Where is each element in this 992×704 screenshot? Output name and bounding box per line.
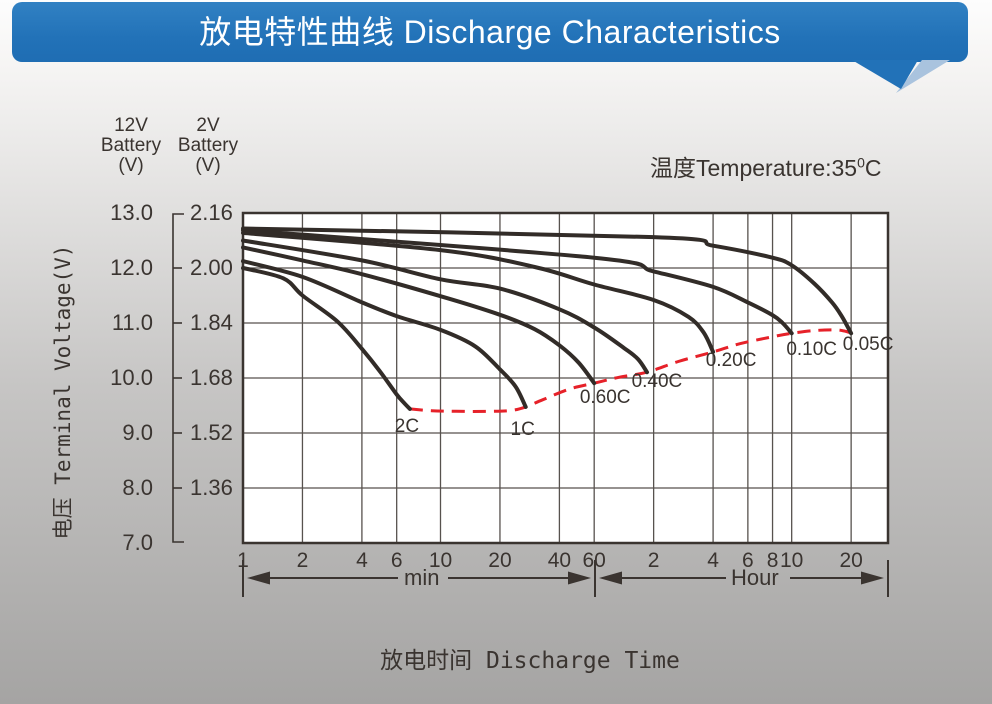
y-tick-2v: 1.68 xyxy=(190,365,233,390)
x-tick-min: 40 xyxy=(547,549,572,572)
y-tick-12v: 13.0 xyxy=(110,200,153,225)
discharge-curve-1C xyxy=(241,259,528,409)
discharge-curve-0.05C xyxy=(241,226,854,336)
temperature-degree-sup: 0 xyxy=(857,154,865,171)
y-axis-2v-header-line: Battery xyxy=(177,135,239,156)
y-tick-2v: 1.84 xyxy=(190,310,233,335)
x-tick-hour: 8 xyxy=(766,549,779,572)
y-axis-2v-header-line: (V) xyxy=(195,155,221,176)
y-axis-12v-header-line: (V) xyxy=(118,155,144,176)
y-axis-12v-header-line: 12V xyxy=(114,115,148,136)
curve-label-0.05C: 0.05C xyxy=(842,334,894,356)
x-tick-hour: 2 xyxy=(647,549,660,572)
x-tick-min: 20 xyxy=(488,549,512,572)
header-banner: 放电特性曲线 Discharge Characteristics xyxy=(12,2,968,62)
curve-label-0.10C: 0.10C xyxy=(786,339,838,361)
x-tick-hour: 10 xyxy=(779,549,804,572)
x-tick-min: 1 xyxy=(237,549,249,572)
y-tick-12v: 12.0 xyxy=(110,255,153,280)
discharge-curve-2C xyxy=(241,266,412,411)
x-tick-min: 2 xyxy=(296,549,309,572)
y-tick-2v: 1.36 xyxy=(190,475,233,500)
y-axis-2v-header: 2V Battery (V) xyxy=(173,116,243,176)
x-tick-min: 60 xyxy=(582,549,606,572)
x-axis-unit-hour: Hour xyxy=(731,565,779,590)
temperature-annotation: 温度Temperature:350C xyxy=(650,149,882,183)
curve-label-1C: 1C xyxy=(510,418,535,440)
x-axis-unit-min: min xyxy=(404,565,440,590)
curve-label-2C: 2C xyxy=(394,415,420,437)
curve-label-0.60C: 0.60C xyxy=(579,387,631,409)
y-tick-2v: 2.16 xyxy=(190,200,233,225)
x-tick-min: 6 xyxy=(390,549,403,572)
discharge-curve-0.20C xyxy=(241,230,716,354)
curve-label-0.40C: 0.40C xyxy=(631,371,683,393)
discharge-curve-0.60C xyxy=(241,245,597,386)
discharge-curve-0.40C xyxy=(241,238,649,375)
temperature-unit: C xyxy=(864,155,882,181)
temperature-text: 温度Temperature:35 xyxy=(650,155,858,181)
y-tick-2v: 1.52 xyxy=(190,420,233,445)
x-tick-min: 10 xyxy=(428,549,453,572)
y-axis-12v-header: 12V Battery (V) xyxy=(96,116,166,176)
y-tick-12v: 9.0 xyxy=(122,420,153,445)
y-axis-2v-header-line: 2V xyxy=(196,115,220,136)
x-tick-hour: 4 xyxy=(707,549,719,572)
y-tick-12v: 11.0 xyxy=(111,310,153,335)
x-tick-hour: 20 xyxy=(839,549,863,572)
y-tick-12v: 10.0 xyxy=(110,365,153,390)
y-tick-2v: 2.00 xyxy=(190,255,233,280)
y-tick-12v: 8.0 xyxy=(122,475,153,500)
x-tick-min: 4 xyxy=(356,549,368,572)
page-title: 放电特性曲线 Discharge Characteristics xyxy=(199,14,781,50)
x-tick-hour: 6 xyxy=(742,549,754,572)
x-axis-title: 放电时间 Discharge Time xyxy=(380,648,680,674)
discharge-curve-0.10C xyxy=(241,228,794,336)
y-axis-12v-header-line: Battery xyxy=(100,135,162,156)
y-tick-12v: 7.0 xyxy=(122,530,153,555)
curve-label-0.20C: 0.20C xyxy=(705,349,757,371)
